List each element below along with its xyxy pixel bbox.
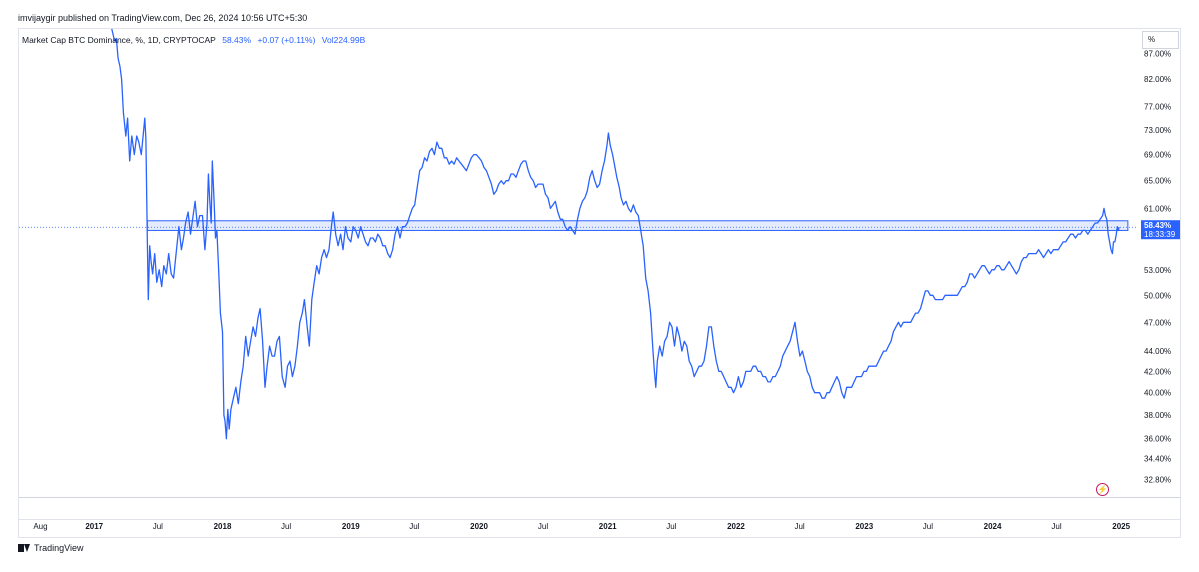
- tradingview-logo-icon: [18, 544, 31, 552]
- lightning-icon[interactable]: ⚡: [1096, 483, 1109, 496]
- y-tick-label: 73.00%: [1144, 126, 1171, 135]
- price-axis: 87.00% 82.00% 77.00% 73.00% 69.00% 65.00% 61.0…: [1144, 49, 1171, 484]
- last-price-label-layer: 58.43%18:33:39: [1141, 220, 1180, 240]
- x-tick-label: Jul: [794, 522, 804, 531]
- y-tick-label: 38.00%: [1144, 411, 1171, 420]
- chart-legend: Market Cap BTC Dominance, %, 1D, CRYPTOC…: [22, 35, 369, 45]
- x-tick-label: 2020: [470, 522, 488, 531]
- y-tick-label: 82.00%: [1144, 75, 1171, 84]
- scale-percent-button[interactable]: %: [1142, 31, 1179, 49]
- x-tick-label: Aug: [33, 522, 47, 531]
- time-axis: Aug 2017 Jul 2018 Jul 2019 Jul 2020 Jul 2021 Jul 20…: [19, 519, 1180, 531]
- x-tick-label: Jul: [153, 522, 163, 531]
- tradingview-brand[interactable]: TradingView: [18, 543, 84, 553]
- y-tick-label: 34.40%: [1144, 455, 1171, 464]
- y-tick-label: 61.00%: [1144, 204, 1171, 213]
- x-tick-label: 2024: [984, 522, 1002, 531]
- y-tick-label: 77.00%: [1144, 103, 1171, 112]
- x-tick-label: 2023: [855, 522, 873, 531]
- y-tick-label: 47.00%: [1144, 318, 1171, 327]
- y-tick-label: 53.00%: [1144, 266, 1171, 275]
- y-tick-label: 50.00%: [1144, 291, 1171, 300]
- y-tick-label: 42.00%: [1144, 367, 1171, 376]
- chart-frame: [18, 28, 1181, 538]
- x-tick-label: Jul: [281, 522, 291, 531]
- x-tick-label: Jul: [409, 522, 419, 531]
- x-tick-label: Jul: [666, 522, 676, 531]
- price-line-layer: [19, 28, 1137, 440]
- support-zone-layer: [146, 220, 1129, 231]
- last-price-label-countdown: 18:33:39: [1144, 230, 1176, 239]
- x-tick-label: Jul: [923, 522, 933, 531]
- x-tick-label: 2017: [85, 522, 103, 531]
- y-tick-label: 65.00%: [1144, 177, 1171, 186]
- series-line: [111, 28, 1120, 440]
- legend-change: +0.07 (+0.11%): [257, 35, 316, 45]
- x-tick-label: 2025: [1112, 522, 1130, 531]
- x-tick-label: 2019: [342, 522, 360, 531]
- x-tick-label: 2018: [214, 522, 232, 531]
- y-tick-label: 40.00%: [1144, 389, 1171, 398]
- y-tick-label: 69.00%: [1144, 151, 1171, 160]
- legend-last-value: 58.43%: [222, 35, 252, 45]
- legend-volume: Vol224.99B: [321, 35, 366, 45]
- last-price-label-bg: [1141, 220, 1180, 240]
- y-tick-label: 87.00%: [1144, 49, 1171, 58]
- x-tick-label: 2021: [599, 522, 617, 531]
- legend-symbol[interactable]: Market Cap BTC Dominance, %, 1D, CRYPTOC…: [22, 35, 216, 45]
- y-tick-label: 44.00%: [1144, 347, 1171, 356]
- published-line: imvijaygir published on TradingView.com,…: [18, 13, 308, 23]
- support-zone-rect: [146, 220, 1129, 231]
- y-tick-label: 32.80%: [1144, 475, 1171, 484]
- brand-text: TradingView: [34, 543, 84, 553]
- x-tick-label: Jul: [1051, 522, 1061, 531]
- y-tick-label: 36.00%: [1144, 435, 1171, 444]
- last-price-label-value: 58.43%: [1144, 221, 1171, 230]
- x-tick-label: 2022: [727, 522, 745, 531]
- x-tick-label: Jul: [538, 522, 548, 531]
